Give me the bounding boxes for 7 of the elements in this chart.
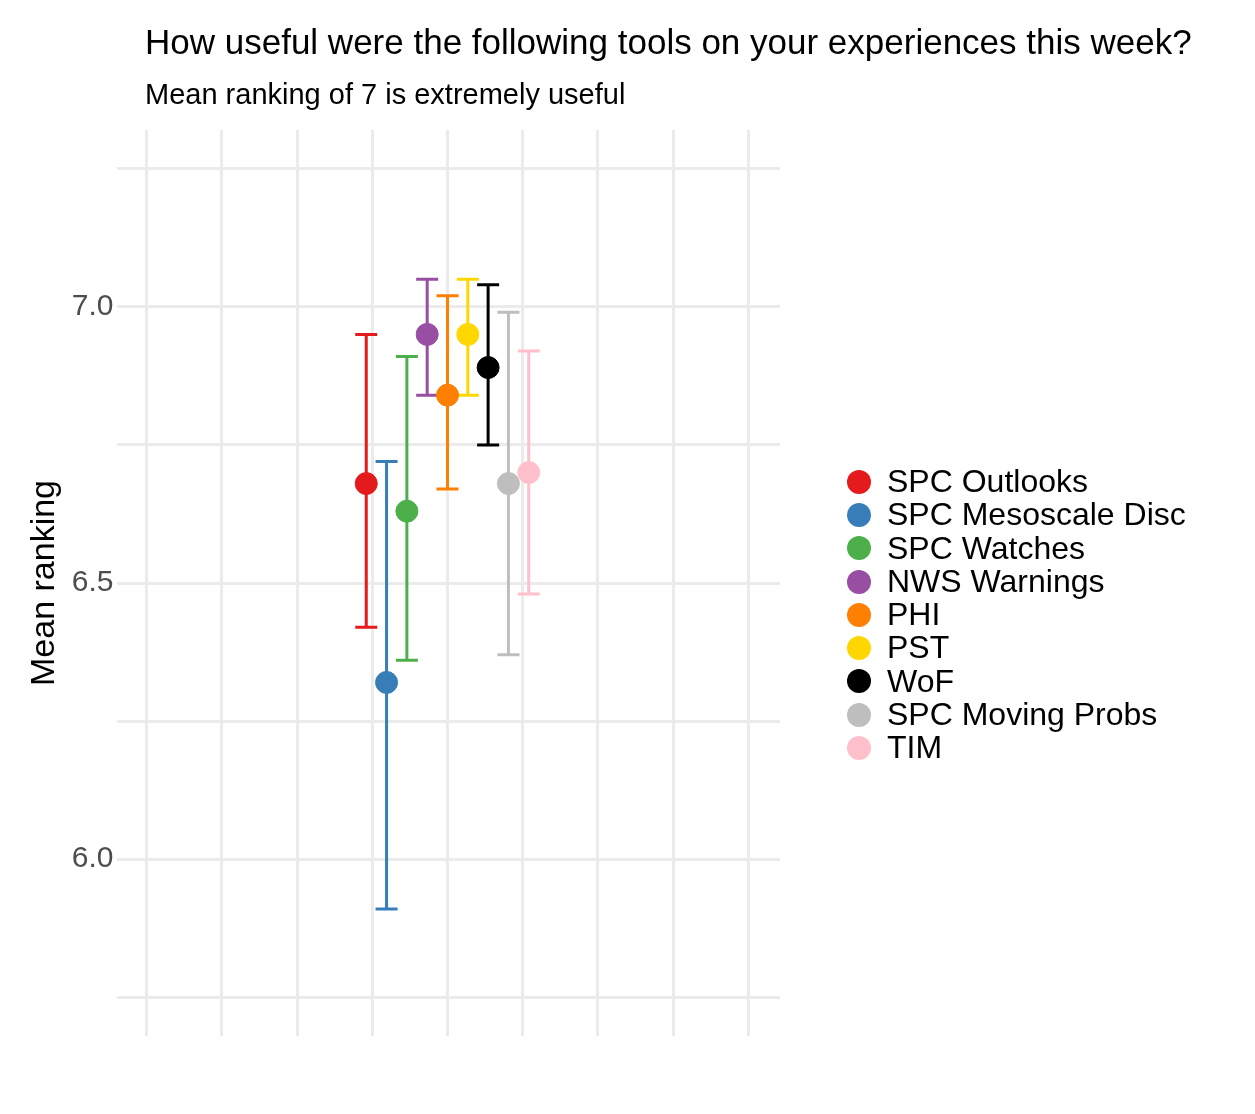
y-tick-label: 7.0 (71, 288, 114, 322)
legend-label: SPC Outlooks (887, 463, 1088, 499)
chart-title: How useful were the following tools on your experiences this week? (145, 22, 1192, 62)
y-tick-label: 6.5 (71, 564, 114, 598)
chart-subtitle: Mean ranking of 7 is extremely useful (145, 78, 626, 111)
y-axis-title: Mean ranking (22, 479, 61, 687)
y-tick-label: 6.0 (71, 840, 114, 874)
